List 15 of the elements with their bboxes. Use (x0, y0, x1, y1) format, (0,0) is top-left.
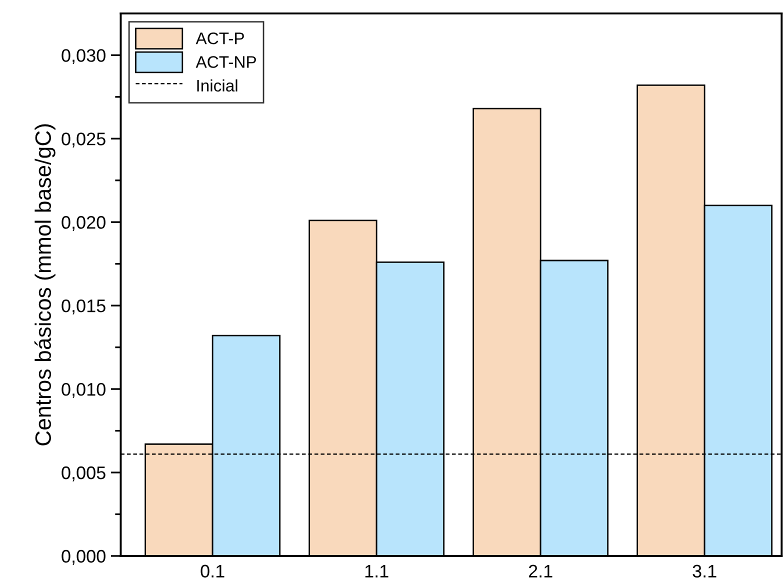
x-tick-label: 2.1 (528, 564, 552, 578)
legend-label: Inicial (197, 79, 238, 92)
x-tick-label: 3.1 (692, 564, 716, 578)
y-tick-label: 0,025 (62, 132, 106, 148)
y-tick-label: 0,000 (62, 550, 106, 565)
y-axis-title: Centros básicos (mmol base/gC) (34, 124, 56, 446)
legend-label: ACT-P (196, 32, 244, 44)
legend-label: ACT-NP (196, 56, 256, 68)
y-tick-label: 0,015 (62, 300, 106, 314)
y-tick-label: 0,005 (62, 466, 106, 482)
y-tick-label: 0,010 (62, 382, 106, 398)
y-tick-label: 0,030 (62, 49, 106, 64)
x-tick-label: 0.1 (200, 564, 224, 578)
x-tick-label: 1.1 (365, 564, 388, 578)
y-tick-label: 0,020 (62, 216, 106, 231)
